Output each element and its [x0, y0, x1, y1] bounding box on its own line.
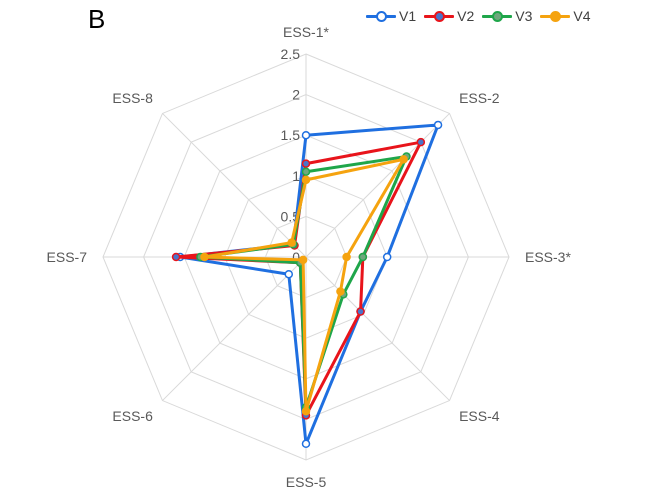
- data-point-v2: [356, 307, 365, 316]
- tick-label: 2: [292, 87, 300, 103]
- tick-label: 2.5: [281, 46, 301, 62]
- data-point-v4: [336, 287, 345, 296]
- data-point-v4: [301, 175, 311, 185]
- legend-label: V2: [457, 8, 475, 24]
- legend-label: V1: [399, 8, 417, 24]
- data-point-v4: [298, 255, 308, 265]
- data-point-v4: [200, 252, 209, 262]
- panel-letter: B: [88, 4, 106, 34]
- axis-label: ESS-8: [112, 90, 153, 106]
- data-point-v3: [301, 167, 311, 176]
- legend-swatch: [424, 9, 455, 23]
- legend-swatch: [366, 9, 396, 23]
- axis-label: ESS-1*: [283, 24, 329, 40]
- axis-label: ESS-4: [459, 408, 500, 424]
- data-point-v4: [399, 155, 408, 164]
- data-point-v2: [301, 159, 311, 168]
- data-point-v1: [433, 120, 443, 130]
- grid-spoke: [162, 113, 307, 258]
- tick-label: 1.5: [281, 127, 301, 143]
- data-point-v4: [301, 407, 311, 416]
- legend-item-v4: V4: [540, 8, 591, 24]
- legend: V1 V2 V3 V4: [366, 8, 591, 24]
- legend-label: V3: [515, 8, 533, 24]
- data-point-v2: [171, 252, 181, 262]
- axis-label: ESS-3*: [525, 249, 571, 265]
- tick-label: 1: [292, 168, 300, 184]
- data-point-v3: [358, 252, 368, 262]
- data-point-v1: [382, 252, 392, 262]
- data-point-v2: [416, 137, 426, 147]
- legend-swatch: [540, 9, 571, 23]
- data-point-v1: [301, 439, 311, 449]
- data-point-v1: [301, 130, 311, 140]
- data-point-v4: [342, 252, 351, 262]
- axis-label: ESS-5: [286, 474, 327, 488]
- legend-item-v2: V2: [424, 8, 474, 24]
- data-point-v1: [284, 269, 294, 279]
- grid-spoke: [162, 256, 307, 401]
- legend-swatch: [482, 9, 513, 23]
- grid-spoke: [305, 113, 450, 258]
- legend-label: V4: [573, 8, 591, 24]
- axis-label: ESS-2: [459, 90, 500, 106]
- legend-item-v1: V1: [366, 8, 416, 24]
- legend-item-v3: V3: [482, 8, 532, 24]
- axis-label: ESS-7: [47, 249, 88, 265]
- axis-label: ESS-6: [112, 408, 153, 424]
- data-point-v4: [287, 238, 296, 247]
- grid-spoke: [305, 256, 450, 401]
- tick-label: 0: [292, 249, 300, 265]
